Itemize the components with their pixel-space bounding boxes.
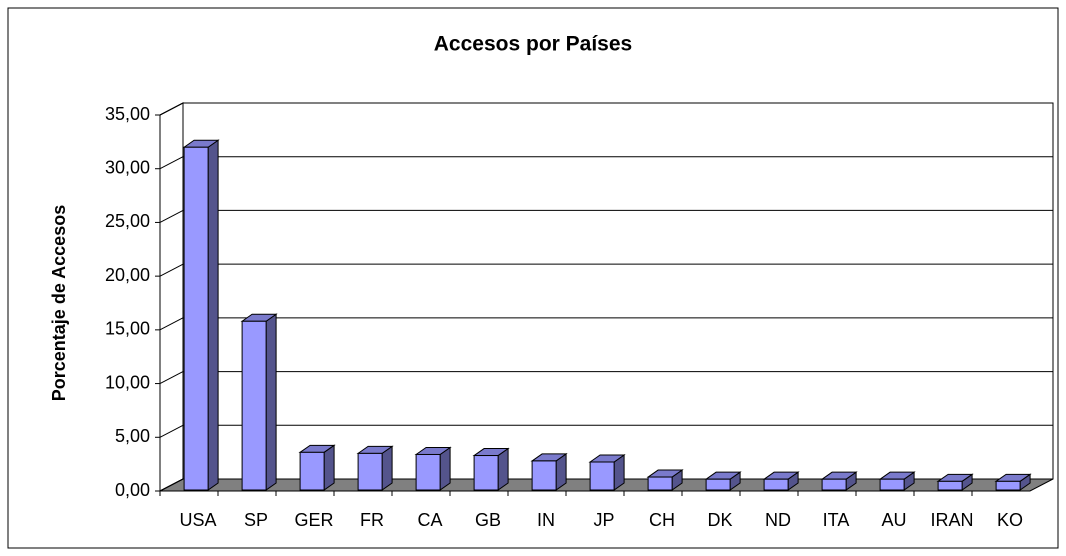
y-tick-label: 35,00 [105,104,150,124]
grid-line [159,263,184,277]
bar-front [705,478,731,491]
bar-front [821,478,847,491]
x-tick-label: KO [997,510,1023,530]
bar [994,473,1032,491]
x-tick-label: ND [765,510,791,530]
bar-front [879,478,905,491]
bar [356,445,394,491]
chart-title: Accesos por Países [434,33,632,56]
grid-line [159,424,184,438]
bar-front [531,460,557,491]
x-tick-label: CH [649,510,675,530]
bar [820,471,858,491]
bar [588,454,626,491]
y-tick-label: 15,00 [105,319,150,339]
x-tick-label: CA [417,510,442,530]
y-tick-label: 20,00 [105,265,150,285]
y-tick-label: 25,00 [105,211,150,231]
grid-line [159,156,184,170]
x-tick-label: FR [360,510,384,530]
grid-line [159,371,184,385]
x-tick-label: AU [881,510,906,530]
y-axis-title: Porcentaje de Accesos [49,205,69,401]
x-tick-label: USA [179,510,216,530]
bar [936,473,974,491]
x-tick-label: DK [707,510,732,530]
x-tick-label: JP [593,510,614,530]
bar-front [357,452,383,491]
bar-front [763,478,789,491]
bar [414,446,452,491]
grid-line [159,102,184,116]
bar-front [937,480,963,491]
back-wall [182,102,1054,480]
bar-front [299,451,325,491]
x-tick-label: IN [537,510,555,530]
bar-side [323,444,335,491]
grid-line [159,478,184,492]
y-tick-label: 0,00 [115,480,150,500]
bar [298,444,336,491]
bar-front [647,476,673,491]
x-tick-label: GER [294,510,333,530]
bar [646,469,684,491]
bar [240,313,278,491]
y-tick-label: 5,00 [115,426,150,446]
y-tick-label: 10,00 [105,372,150,392]
bar [878,471,916,491]
x-tick-label: SP [244,510,268,530]
bar [704,471,742,491]
y-tick-label: 30,00 [105,157,150,177]
bar-front [473,455,499,491]
bar-side [207,139,219,491]
bar [762,471,800,491]
grid-line [159,209,184,223]
side-wall [159,102,184,492]
bar-side [265,313,277,491]
bar-front [415,453,441,491]
bar-front [241,320,267,491]
bar-front [183,146,209,491]
bar [530,452,568,491]
bar [472,447,510,491]
x-tick-label: GB [475,510,501,530]
bar-front [995,480,1021,491]
bar [182,139,220,491]
grid-line [159,317,184,331]
x-tick-label: IRAN [930,510,973,530]
bar-front [589,461,615,491]
x-tick-label: ITA [823,510,850,530]
